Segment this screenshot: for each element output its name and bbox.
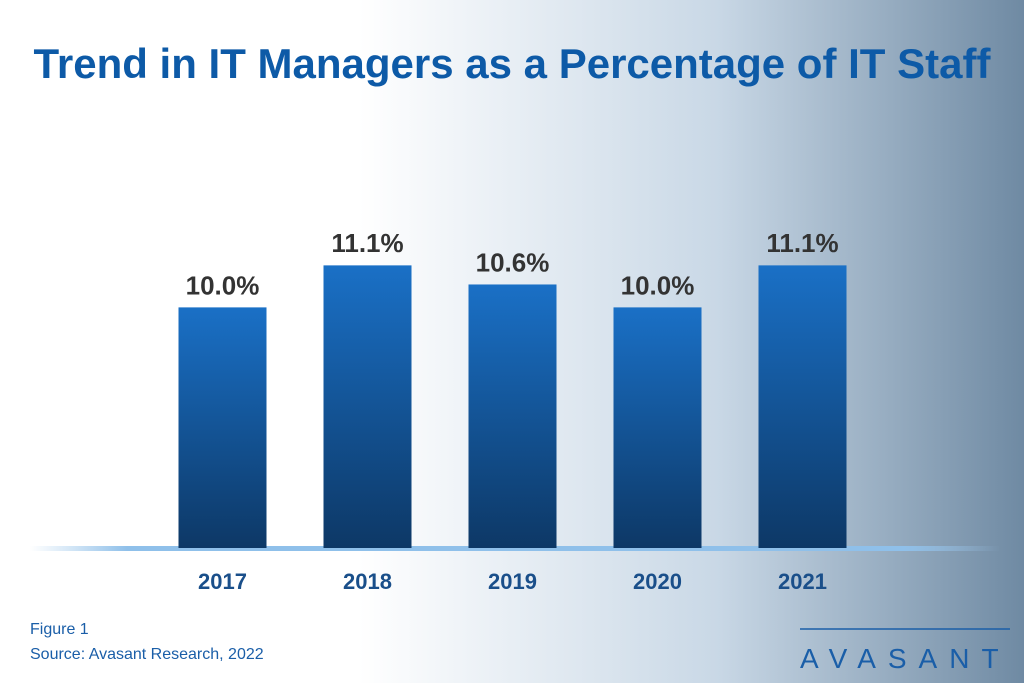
data-label: 10.6% xyxy=(476,247,550,277)
bar xyxy=(178,307,267,548)
data-label: 10.0% xyxy=(621,270,695,300)
x-tick-label: 2017 xyxy=(198,569,247,594)
data-label: 11.1% xyxy=(331,228,403,258)
chart-title: Trend in IT Managers as a Percentage of … xyxy=(33,40,991,87)
data-label: 10.0% xyxy=(186,270,260,300)
bar xyxy=(613,307,702,548)
data-label: 11.1% xyxy=(766,228,838,258)
logo: AVASANT xyxy=(800,643,1011,674)
x-tick-label: 2021 xyxy=(778,569,827,594)
bar xyxy=(323,265,412,548)
figure-caption: Figure 1 xyxy=(30,621,89,638)
bar xyxy=(758,265,847,548)
x-tick-label: 2018 xyxy=(343,569,392,594)
x-tick-label: 2020 xyxy=(633,569,682,594)
source-note: Source: Avasant Research, 2022 xyxy=(30,646,264,663)
x-tick-label: 2019 xyxy=(488,569,537,594)
baseline xyxy=(30,546,1000,551)
bar xyxy=(468,284,557,548)
